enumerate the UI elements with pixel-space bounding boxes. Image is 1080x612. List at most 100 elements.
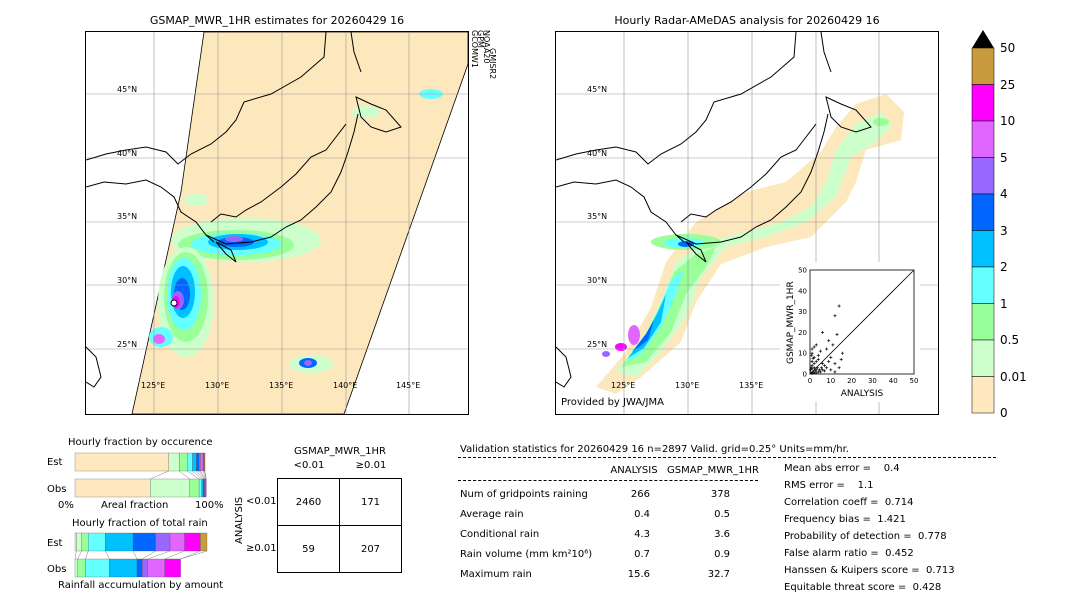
score-far: False alarm ratio = 0.452	[784, 548, 914, 559]
scatter-point	[840, 351, 844, 355]
fraction-connector	[179, 470, 190, 480]
scatter-point	[835, 332, 839, 336]
fraction-connector	[180, 550, 201, 560]
colorbar-label: 4	[1000, 187, 1008, 201]
fraction-connector	[202, 470, 206, 480]
coastline	[86, 32, 402, 388]
sensor-label-2: GPM	[476, 30, 485, 48]
score-hk: Hanssen & Kuipers score = 0.713	[784, 565, 955, 576]
scatter-xtick: 20	[847, 377, 856, 385]
cell-11-value: 2460	[295, 497, 322, 508]
scatter-point	[809, 366, 813, 370]
scatter-point	[814, 360, 818, 364]
scatter-point	[833, 314, 837, 318]
fraction-connector	[196, 470, 204, 480]
fraction-segment	[168, 452, 180, 472]
left-map-canvas	[86, 32, 468, 414]
scatter-xtick: 0	[808, 377, 812, 385]
val-row-4-gsmap: 0.9	[714, 549, 730, 560]
left-lon-125: 125°E	[141, 381, 166, 390]
scatter-point	[829, 355, 833, 359]
fraction-segment	[184, 532, 201, 552]
scatter-xlabel: ANALYSIS	[840, 389, 884, 399]
fraction-segment	[88, 532, 106, 552]
colorbar-segment	[971, 230, 995, 268]
fraction-segment	[196, 452, 200, 472]
scatter-point	[831, 343, 835, 347]
contingency-cell-11: 2460	[277, 478, 340, 526]
score-mae: Mean abs error = 0.4	[784, 463, 900, 474]
fraction-segment	[204, 452, 206, 472]
contingency-col-2: ≥0.01	[355, 460, 387, 471]
colorbar-segment	[971, 193, 995, 231]
scatter-point	[825, 366, 829, 370]
val-row-3-analysis: 4.3	[634, 529, 650, 540]
fraction-connector	[142, 550, 156, 560]
fraction-segment	[81, 532, 89, 552]
right-lon-130: 130°E	[675, 381, 700, 390]
scatter-ytick: 0	[803, 371, 807, 379]
fraction-segment	[202, 478, 205, 498]
colorbar-segment	[971, 339, 995, 377]
fraction-segment	[155, 532, 171, 552]
scatter-point	[812, 345, 816, 349]
fraction-segment	[189, 478, 200, 498]
contingency-cell-12: 171	[339, 478, 402, 526]
scatter-point	[820, 330, 824, 334]
fraction-connector	[198, 470, 205, 480]
occurrence-bars	[74, 452, 207, 498]
fraction-segment	[74, 478, 151, 498]
scatter-xtick: 30	[868, 377, 877, 385]
contingency-cell-21: 59	[277, 525, 340, 573]
right-lon-135: 135°E	[739, 381, 764, 390]
scatter-point	[827, 360, 831, 364]
colorbar-label: 2	[1000, 260, 1008, 274]
fraction-segment	[150, 478, 190, 498]
sensor-label-4: GMISR2	[488, 48, 497, 80]
colorbar-label: 0.5	[1000, 333, 1020, 347]
scatter-point	[816, 353, 820, 357]
colorbar-segment	[971, 157, 995, 195]
val-row-5-analysis: 15.6	[627, 569, 650, 580]
scatter-point	[814, 371, 818, 375]
fraction-connector	[147, 550, 171, 560]
fraction-connector	[180, 550, 208, 560]
fraction-segment	[202, 452, 205, 472]
scatter-point	[837, 366, 841, 370]
fraction-connector	[85, 550, 89, 560]
fraction-connector	[164, 550, 185, 560]
val-col-gsmap: GSMAP_MWR_1HR	[667, 465, 759, 476]
score-bias: Frequency bias = 1.421	[784, 514, 906, 525]
scatter-point	[820, 362, 824, 366]
scatter-xtick: 10	[826, 377, 835, 385]
scatter-ytick: 50	[798, 267, 807, 275]
val-row-1-label: Num of gridpoints raining	[460, 489, 588, 500]
right-map-canvas	[556, 32, 938, 414]
colorbar-label: 1	[1000, 296, 1008, 311]
score-corr: Correlation coeff = 0.714	[784, 497, 914, 508]
fraction-connector	[200, 470, 206, 480]
total-rain-bars	[74, 532, 208, 578]
colorbar-segment	[971, 266, 995, 304]
scatter-point	[833, 362, 837, 366]
scatter-point	[833, 370, 837, 374]
colorbar-extend-arrow	[972, 30, 994, 48]
colorbar	[971, 30, 995, 414]
validation-divider-mid	[458, 480, 758, 481]
scatter-point	[816, 357, 820, 361]
fraction-connector	[74, 550, 77, 560]
scatter-point	[812, 366, 816, 370]
left-lat-40: 40°N	[117, 149, 138, 158]
scatter-xtick: 40	[889, 377, 898, 385]
left-lat-30: 30°N	[117, 276, 138, 285]
score-rmse: RMS error = 1.1	[784, 480, 874, 491]
left-lat-45: 45°N	[117, 85, 138, 94]
val-row-2-gsmap: 0.5	[714, 509, 730, 520]
fraction-segment	[74, 558, 78, 578]
scatter-xtick: 50	[910, 377, 919, 385]
left-lat-25: 25°N	[117, 340, 138, 349]
scatter-point	[820, 368, 824, 372]
scatter-point	[839, 357, 843, 361]
fraction-segment	[169, 532, 185, 552]
left-lat-35: 35°N	[117, 212, 138, 221]
